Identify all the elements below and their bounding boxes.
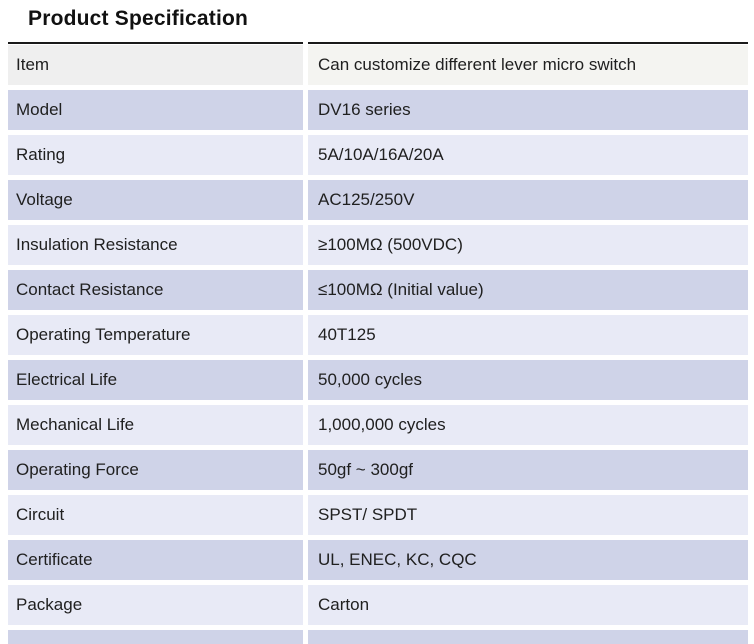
spec-value-cell: 1,000,000 cycles: [308, 405, 748, 445]
spec-label-cell: Certificate: [8, 540, 303, 580]
table-row: Model DV16 series: [8, 90, 748, 130]
spec-label: Rating: [16, 145, 66, 164]
spec-label-cell: Mechanical Life: [8, 405, 303, 445]
spec-value: 5A/10A/16A/20A: [318, 145, 444, 164]
spec-value-cell: Can customize different lever micro swit…: [308, 45, 748, 85]
spec-label: Certificate: [16, 550, 93, 569]
spec-label: Electrical Life: [16, 370, 118, 389]
spec-label-cell: Electrical Life: [8, 360, 303, 400]
table-row: Electrical Life 50,000 cycles: [8, 360, 748, 400]
spec-value: 1,000,000 cycles: [318, 415, 446, 434]
spec-label: Mechanical Life: [16, 415, 135, 434]
spec-value: SPST/ SPDT: [318, 505, 418, 524]
table-row: Voltage AC125/250V: [8, 180, 748, 220]
product-specification-table: Item Can customize different lever micro…: [8, 42, 748, 644]
spec-value-cell: UL, ENEC, KC, CQC: [308, 540, 748, 580]
spec-label-cell: Package: [8, 585, 303, 625]
table-top-rule-left: [8, 42, 303, 44]
next-row-cutoff-strip: [8, 630, 748, 644]
spec-value-cell: ≤100MΩ (Initial value): [308, 270, 748, 310]
spec-label: Circuit: [16, 505, 65, 524]
page: Product Specification Item Can customize…: [0, 5, 754, 644]
spec-label-cell: Contact Resistance: [8, 270, 303, 310]
table-row: Circuit SPST/ SPDT: [8, 495, 748, 535]
table-row: Operating Temperature 40T125: [8, 315, 748, 355]
spec-value: AC125/250V: [318, 190, 415, 209]
spec-label-cell: Item: [8, 45, 303, 85]
page-title: Product Specification: [28, 7, 249, 30]
spec-value-cell: SPST/ SPDT: [308, 495, 748, 535]
spec-label: Package: [16, 595, 83, 614]
spec-value: DV16 series: [318, 100, 411, 119]
spec-label-cell: Rating: [8, 135, 303, 175]
spec-label-cell: Voltage: [8, 180, 303, 220]
next-row-cutoff-left: [8, 630, 303, 644]
spec-value-cell: AC125/250V: [308, 180, 748, 220]
table-row: Contact Resistance ≤100MΩ (Initial value…: [8, 270, 748, 310]
spec-label: Operating Temperature: [16, 325, 191, 344]
spec-value-cell: ≥100MΩ (500VDC): [308, 225, 748, 265]
table-top-rule-right: [308, 42, 748, 44]
spec-value: 50gf ~ 300gf: [318, 460, 414, 479]
spec-label: Insulation Resistance: [16, 235, 178, 254]
spec-value: Can customize different lever micro swit…: [318, 55, 637, 74]
table-row: Operating Force 50gf ~ 300gf: [8, 450, 748, 490]
spec-label-cell: Model: [8, 90, 303, 130]
table-row: Package Carton: [8, 585, 748, 625]
spec-label: Item: [16, 55, 50, 74]
spec-value-cell: DV16 series: [308, 90, 748, 130]
spec-label-cell: Insulation Resistance: [8, 225, 303, 265]
table-row: Insulation Resistance ≥100MΩ (500VDC): [8, 225, 748, 265]
spec-value-cell: 40T125: [308, 315, 748, 355]
spec-label: Voltage: [16, 190, 73, 209]
spec-value: ≤100MΩ (Initial value): [318, 280, 484, 299]
spec-label: Operating Force: [16, 460, 139, 479]
spec-value: 50,000 cycles: [318, 370, 422, 389]
spec-value-cell: Carton: [308, 585, 748, 625]
spec-label-cell: Operating Force: [8, 450, 303, 490]
table-row: Item Can customize different lever micro…: [8, 45, 748, 85]
spec-value-cell: 50,000 cycles: [308, 360, 748, 400]
spec-value-cell: 5A/10A/16A/20A: [308, 135, 748, 175]
spec-value: Carton: [318, 595, 370, 614]
table-top-rule: [8, 42, 748, 44]
table-row: Rating 5A/10A/16A/20A: [8, 135, 748, 175]
spec-label-cell: Operating Temperature: [8, 315, 303, 355]
spec-label-cell: Circuit: [8, 495, 303, 535]
spec-value: UL, ENEC, KC, CQC: [318, 550, 477, 569]
spec-value-cell: 50gf ~ 300gf: [308, 450, 748, 490]
spec-value: 40T125: [318, 325, 376, 344]
table-row: Mechanical Life 1,000,000 cycles: [8, 405, 748, 445]
next-row-cutoff-right: [308, 630, 748, 644]
spec-label: Model: [16, 100, 63, 119]
spec-value: ≥100MΩ (500VDC): [318, 235, 463, 254]
table-row: Certificate UL, ENEC, KC, CQC: [8, 540, 748, 580]
spec-label: Contact Resistance: [16, 280, 164, 299]
